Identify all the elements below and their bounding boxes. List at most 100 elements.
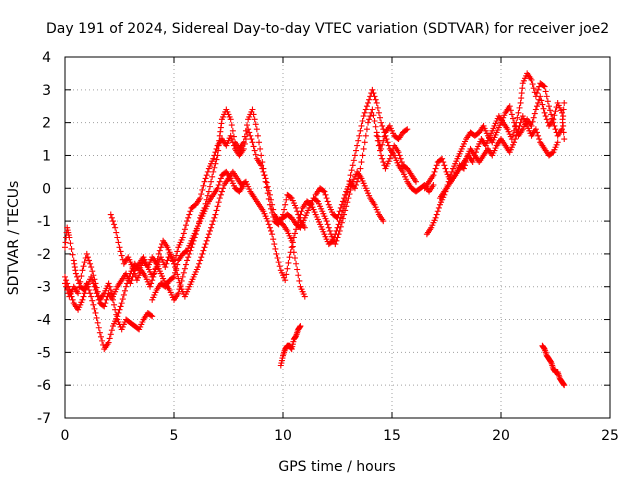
data-point (210, 155, 217, 162)
data-point (333, 237, 340, 244)
data-point (80, 263, 87, 270)
data-point (216, 195, 223, 202)
data-point (469, 159, 476, 166)
data-point (385, 142, 392, 149)
data-point (113, 311, 120, 318)
data-point (199, 186, 206, 193)
data-point (109, 218, 116, 225)
data-point (359, 117, 366, 124)
y-tick-label: -2 (37, 247, 51, 263)
data-point (370, 90, 377, 97)
data-point (559, 119, 566, 126)
y-tick-label: 2 (42, 116, 51, 132)
data-point (355, 137, 362, 144)
data-point (509, 131, 516, 138)
data-point (149, 313, 156, 320)
data-point (117, 303, 124, 310)
data-point (181, 226, 188, 233)
data-point (334, 214, 341, 221)
data-point (435, 204, 442, 211)
data-point (381, 133, 388, 140)
data-point (107, 287, 114, 294)
data-point (182, 222, 189, 229)
data-point (379, 122, 386, 129)
data-point (129, 264, 136, 271)
data-point (354, 142, 361, 149)
data-point (212, 211, 219, 218)
data-point (175, 275, 182, 282)
data-point (404, 126, 411, 133)
data-point (228, 122, 235, 129)
data-point (361, 139, 368, 146)
data-point (366, 96, 373, 103)
data-point (79, 267, 86, 274)
data-point (517, 119, 524, 126)
data-point (240, 145, 247, 152)
series-track-5 (149, 168, 247, 303)
data-point (93, 314, 100, 321)
data-point (297, 323, 304, 330)
data-point (374, 104, 381, 111)
data-point (289, 239, 296, 246)
data-point (323, 218, 330, 225)
y-tick-label: 3 (42, 83, 51, 99)
data-point (182, 248, 189, 255)
data-point (336, 208, 343, 215)
data-point (372, 123, 379, 130)
data-point (403, 127, 410, 134)
data-point (561, 382, 568, 389)
x-tick-label: 15 (383, 428, 401, 444)
data-point (325, 224, 332, 231)
data-point (346, 191, 353, 198)
data-point (218, 188, 225, 195)
data-point (530, 85, 537, 92)
data-point (365, 119, 372, 126)
data-point (275, 259, 282, 266)
data-point (341, 195, 348, 202)
data-point (156, 247, 163, 254)
data-point (203, 237, 210, 244)
data-point (541, 83, 548, 90)
data-point (150, 273, 157, 280)
data-point (260, 168, 267, 175)
data-point (360, 113, 367, 120)
data-point (356, 172, 363, 179)
data-point (552, 108, 559, 115)
data-point (85, 257, 92, 264)
data-point (529, 118, 536, 125)
data-point (208, 224, 215, 231)
data-point (283, 196, 290, 203)
data-point (530, 114, 537, 121)
data-point (291, 255, 298, 262)
data-point (384, 139, 391, 146)
data-point (227, 116, 234, 123)
data-point (542, 88, 549, 95)
data-point (353, 181, 360, 188)
data-point (339, 198, 346, 205)
series-track-12 (277, 323, 304, 369)
data-point (358, 159, 365, 166)
data-point (90, 272, 97, 279)
data-point (212, 149, 219, 156)
data-point (185, 214, 192, 221)
data-point (359, 152, 366, 159)
data-point (378, 119, 385, 126)
data-point (326, 227, 333, 234)
data-point (75, 290, 82, 297)
data-point (168, 254, 175, 261)
data-point (276, 263, 283, 270)
data-point (513, 132, 520, 139)
data-point (250, 143, 257, 150)
data-point (274, 255, 281, 262)
data-point (203, 172, 210, 179)
data-point (531, 110, 538, 117)
data-point (200, 182, 207, 189)
data-point (208, 178, 215, 185)
data-point (532, 106, 539, 113)
data-point (105, 339, 112, 346)
data-point (256, 139, 263, 146)
data-point (155, 250, 162, 257)
data-point (377, 114, 384, 121)
data-point (441, 162, 448, 169)
